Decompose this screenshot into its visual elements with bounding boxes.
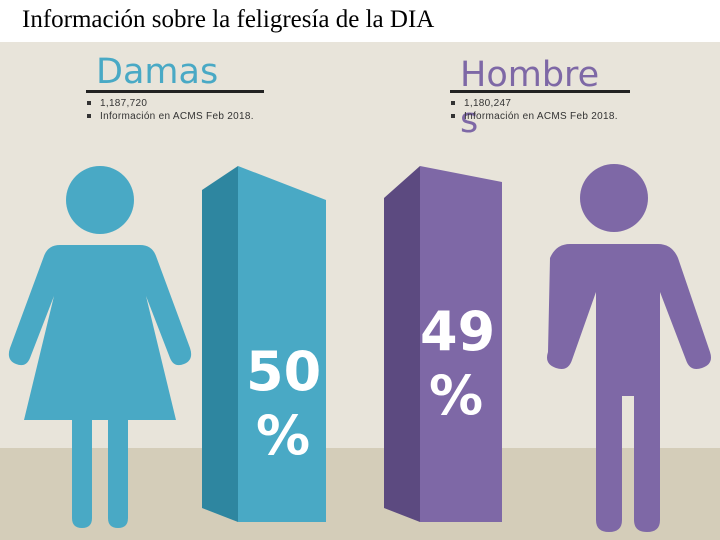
men-percent-sign: % <box>428 364 484 427</box>
women-percent-number: 50 <box>246 340 322 403</box>
women-heading-rule <box>86 90 264 93</box>
women-count: 1,187,720 <box>86 97 254 110</box>
women-source-note: Información en ACMS Feb 2018. <box>86 110 254 123</box>
women-heading: Damas <box>96 52 219 92</box>
men-percent: 49 % <box>420 300 496 428</box>
men-heading: Hombres <box>460 55 600 141</box>
women-percent-sign: % <box>255 404 311 467</box>
title-bar: Información sobre la feligresía de la DI… <box>0 0 720 42</box>
men-column <box>384 166 502 522</box>
women-percent: 50 % <box>246 340 322 468</box>
men-source-note: Información en ACMS Feb 2018. <box>450 110 618 123</box>
slide-title: Información sobre la feligresía de la DI… <box>22 6 435 33</box>
men-bullet-list: 1,180,247 Información en ACMS Feb 2018. <box>450 97 618 123</box>
women-column <box>202 166 326 522</box>
men-count: 1,180,247 <box>450 97 618 110</box>
men-heading-rule <box>450 90 630 93</box>
man-icon <box>547 164 711 532</box>
woman-icon <box>8 166 192 528</box>
women-bullet-list: 1,187,720 Información en ACMS Feb 2018. <box>86 97 254 123</box>
men-percent-number: 49 <box>420 300 496 363</box>
